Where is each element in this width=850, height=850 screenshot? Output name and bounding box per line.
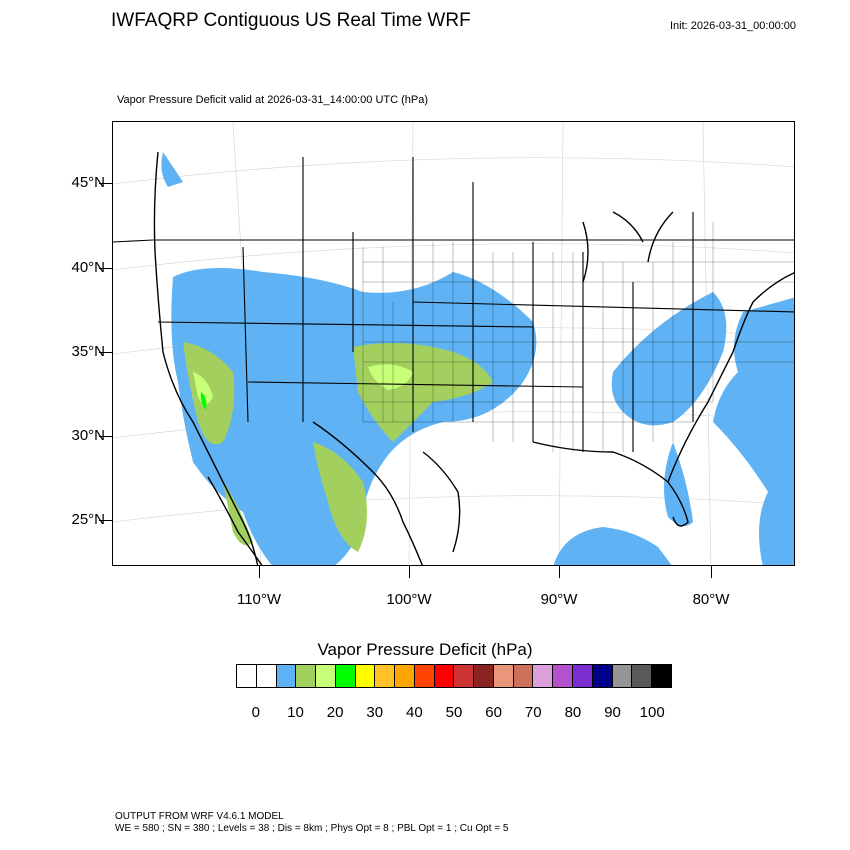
colorbar-swatch xyxy=(612,665,633,687)
vpd-shading-10 xyxy=(161,152,727,565)
colorbar-swatch xyxy=(454,665,475,687)
colorbar-tick-label: 10 xyxy=(287,704,304,721)
colorbar-swatch xyxy=(573,665,593,687)
colorbar-swatch xyxy=(533,665,554,687)
colorbar-swatch xyxy=(335,665,356,687)
colorbar-tick-label: 90 xyxy=(604,704,621,721)
colorbar-swatch xyxy=(414,665,435,687)
map-panel xyxy=(112,121,795,566)
colorbar-tick-label: 40 xyxy=(406,704,423,721)
lat-tick xyxy=(99,268,112,269)
colorbar-swatch xyxy=(553,665,574,687)
footer-model-line: OUTPUT FROM WRF V4.6.1 MODEL xyxy=(115,811,284,822)
colorbar-tick-label: 60 xyxy=(485,704,502,721)
colorbar-tick-label: 70 xyxy=(524,704,542,721)
colorbar-swatch xyxy=(395,665,415,687)
colorbar-tick-label: 80 xyxy=(564,704,582,721)
vpd-shading-25 xyxy=(200,392,207,410)
colorbar-swatch xyxy=(276,665,297,687)
lon-label-100w: 100°W xyxy=(386,591,432,608)
lon-tick xyxy=(409,566,410,578)
coastlines xyxy=(153,151,794,565)
map-canvas xyxy=(113,122,794,565)
lat-label-40n: 40°N xyxy=(71,259,105,276)
lat-tick xyxy=(99,352,112,353)
colorbar-swatch xyxy=(434,665,455,687)
lat-label-45n: 45°N xyxy=(71,174,105,191)
colorbar-swatch xyxy=(256,665,277,687)
lat-tick xyxy=(99,520,112,521)
lon-label-110w: 110°W xyxy=(236,591,282,608)
colorbar-tick-label: 0 xyxy=(251,704,260,721)
chart-title: IWFAQRP Contiguous US Real Time WRF xyxy=(111,10,471,31)
lat-tick xyxy=(99,183,112,184)
colorbar-tick-label: 20 xyxy=(326,704,344,721)
lon-tick xyxy=(711,566,712,578)
init-time-label: Init: 2026-03-31_00:00:00 xyxy=(670,20,796,32)
lat-label-30n: 30°N xyxy=(71,427,105,444)
lon-label-90w: 90°W xyxy=(540,591,578,608)
lon-tick xyxy=(259,566,260,578)
lat-tick xyxy=(99,436,112,437)
colorbar-swatch xyxy=(316,665,336,687)
colorbar-swatch xyxy=(632,665,653,687)
colorbar-swatch xyxy=(375,665,396,687)
county-borders xyxy=(362,222,794,452)
ocean-shading xyxy=(553,297,794,565)
colorbar-swatch xyxy=(493,665,514,687)
colorbar-swatch xyxy=(296,665,317,687)
state-borders xyxy=(113,157,794,452)
colorbar-swatch xyxy=(513,665,534,687)
lon-label-80w: 80°W xyxy=(692,591,730,608)
lat-label-35n: 35°N xyxy=(71,343,105,360)
footer-config-line: WE = 580 ; SN = 380 ; Levels = 38 ; Dis … xyxy=(115,823,509,834)
field-subtitle: Vapor Pressure Deficit valid at 2026-03-… xyxy=(117,94,429,106)
colorbar-tick-label: 30 xyxy=(366,704,384,721)
colorbar-swatch xyxy=(592,665,613,687)
lon-tick xyxy=(559,566,560,578)
lat-label-25n: 25°N xyxy=(71,511,105,528)
colorbar-swatch xyxy=(652,665,671,687)
colorbar-swatch xyxy=(237,665,257,687)
colorbar-tick-label: 50 xyxy=(445,704,463,721)
colorbar xyxy=(236,664,672,688)
colorbar-title: Vapor Pressure Deficit (hPa) xyxy=(317,640,533,659)
colorbar-tick-label: 100 xyxy=(639,704,665,721)
colorbar-swatch xyxy=(474,665,494,687)
colorbar-swatch xyxy=(355,665,376,687)
